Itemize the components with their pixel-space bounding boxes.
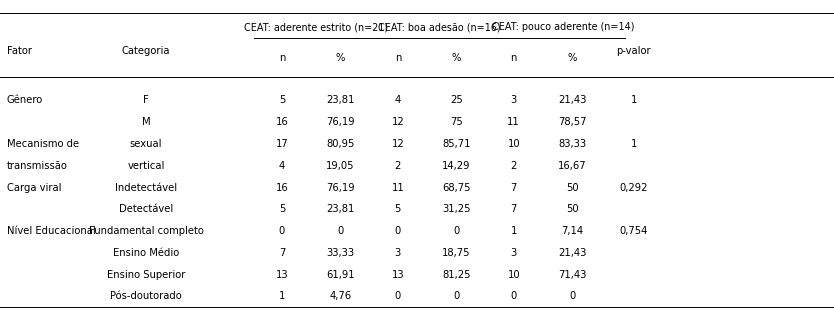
Text: n: n xyxy=(510,52,517,63)
Text: Ensino Superior: Ensino Superior xyxy=(107,269,185,280)
Text: Categoria: Categoria xyxy=(122,46,170,56)
Text: 75: 75 xyxy=(450,117,463,127)
Text: 3: 3 xyxy=(394,248,401,258)
Text: 76,19: 76,19 xyxy=(326,182,354,193)
Text: 11: 11 xyxy=(507,117,520,127)
Text: 4: 4 xyxy=(394,95,401,106)
Text: 0: 0 xyxy=(569,291,575,301)
Text: 2: 2 xyxy=(394,161,401,171)
Text: 1: 1 xyxy=(631,139,637,149)
Text: 85,71: 85,71 xyxy=(442,139,470,149)
Text: Fator: Fator xyxy=(7,46,32,56)
Text: 16: 16 xyxy=(275,182,289,193)
Text: Mecanismo de: Mecanismo de xyxy=(7,139,78,149)
Text: CEAT: pouco aderente (n=14): CEAT: pouco aderente (n=14) xyxy=(492,22,634,32)
Text: 5: 5 xyxy=(279,95,285,106)
Text: 12: 12 xyxy=(391,117,404,127)
Text: 4,76: 4,76 xyxy=(329,291,351,301)
Text: p-valor: p-valor xyxy=(616,46,651,56)
Text: 21,43: 21,43 xyxy=(558,248,586,258)
Text: 0: 0 xyxy=(510,291,517,301)
Text: 13: 13 xyxy=(391,269,404,280)
Text: 21,43: 21,43 xyxy=(558,95,586,106)
Text: 11: 11 xyxy=(391,182,404,193)
Text: Gênero: Gênero xyxy=(7,95,43,106)
Text: 5: 5 xyxy=(279,204,285,214)
Text: 7: 7 xyxy=(510,204,517,214)
Text: 7: 7 xyxy=(510,182,517,193)
Text: 0: 0 xyxy=(453,291,460,301)
Text: 80,95: 80,95 xyxy=(326,139,354,149)
Text: CEAT: boa adesão (n=16): CEAT: boa adesão (n=16) xyxy=(378,22,501,32)
Text: 10: 10 xyxy=(507,139,520,149)
Text: 19,05: 19,05 xyxy=(326,161,354,171)
Text: n: n xyxy=(279,52,285,63)
Text: 17: 17 xyxy=(275,139,289,149)
Text: 2: 2 xyxy=(510,161,517,171)
Text: sexual: sexual xyxy=(130,139,162,149)
Text: 0: 0 xyxy=(394,291,401,301)
Text: 61,91: 61,91 xyxy=(326,269,354,280)
Text: Nível Educacional: Nível Educacional xyxy=(7,226,95,236)
Text: 18,75: 18,75 xyxy=(442,248,470,258)
Text: %: % xyxy=(451,52,461,63)
Text: 25: 25 xyxy=(450,95,463,106)
Text: 71,43: 71,43 xyxy=(558,269,586,280)
Text: vertical: vertical xyxy=(128,161,164,171)
Text: 16,67: 16,67 xyxy=(558,161,586,171)
Text: Detectável: Detectável xyxy=(118,204,173,214)
Text: n: n xyxy=(394,52,401,63)
Text: 0: 0 xyxy=(337,226,344,236)
Text: 4: 4 xyxy=(279,161,285,171)
Text: Ensino Médio: Ensino Médio xyxy=(113,248,179,258)
Text: Pós-doutorado: Pós-doutorado xyxy=(110,291,182,301)
Text: 50: 50 xyxy=(565,182,579,193)
Text: M: M xyxy=(142,117,150,127)
Text: 31,25: 31,25 xyxy=(442,204,470,214)
Text: 3: 3 xyxy=(510,95,517,106)
Text: 12: 12 xyxy=(391,139,404,149)
Text: 3: 3 xyxy=(510,248,517,258)
Text: 33,33: 33,33 xyxy=(326,248,354,258)
Text: 5: 5 xyxy=(394,204,401,214)
Text: %: % xyxy=(335,52,345,63)
Text: 68,75: 68,75 xyxy=(442,182,470,193)
Text: %: % xyxy=(567,52,577,63)
Text: 0: 0 xyxy=(453,226,460,236)
Text: 7,14: 7,14 xyxy=(561,226,583,236)
Text: 23,81: 23,81 xyxy=(326,204,354,214)
Text: 1: 1 xyxy=(279,291,285,301)
Text: 1: 1 xyxy=(510,226,517,236)
Text: 0,292: 0,292 xyxy=(620,182,648,193)
Text: 16: 16 xyxy=(275,117,289,127)
Text: Carga viral: Carga viral xyxy=(7,182,61,193)
Text: 10: 10 xyxy=(507,269,520,280)
Text: 13: 13 xyxy=(275,269,289,280)
Text: 83,33: 83,33 xyxy=(558,139,586,149)
Text: 0: 0 xyxy=(394,226,401,236)
Text: transmissão: transmissão xyxy=(7,161,68,171)
Text: Fundamental completo: Fundamental completo xyxy=(88,226,203,236)
Text: 50: 50 xyxy=(565,204,579,214)
Text: F: F xyxy=(143,95,148,106)
Text: 78,57: 78,57 xyxy=(558,117,586,127)
Text: Indetectável: Indetectável xyxy=(115,182,177,193)
Text: 0: 0 xyxy=(279,226,285,236)
Text: 0,754: 0,754 xyxy=(620,226,648,236)
Text: 7: 7 xyxy=(279,248,285,258)
Text: 81,25: 81,25 xyxy=(442,269,470,280)
Text: 14,29: 14,29 xyxy=(442,161,470,171)
Text: 1: 1 xyxy=(631,95,637,106)
Text: 23,81: 23,81 xyxy=(326,95,354,106)
Text: 76,19: 76,19 xyxy=(326,117,354,127)
Text: CEAT: aderente estrito (n=21): CEAT: aderente estrito (n=21) xyxy=(244,22,388,32)
